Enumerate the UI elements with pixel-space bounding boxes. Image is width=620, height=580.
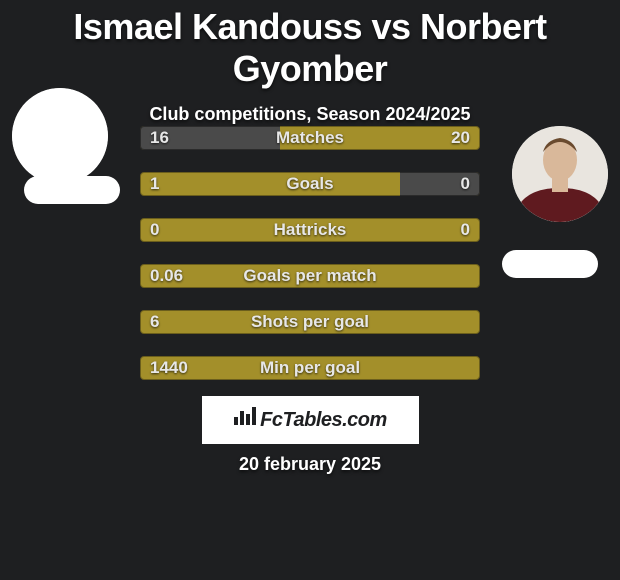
page-title: Ismael Kandouss vs Norbert Gyomber [0,0,620,90]
site-logo: FcTables.com [202,396,419,444]
bar-right-segment [400,172,480,196]
stat-row: Goals10 [140,172,480,196]
logo-bars-icon [234,395,256,443]
stat-row: Goals per match0.06 [140,264,480,288]
stat-row: Min per goal1440 [140,356,480,380]
stat-row: Matches1620 [140,126,480,150]
stat-row: Shots per goal6 [140,310,480,334]
player-name-pill-left [24,176,120,204]
player-avatar-right [512,126,608,222]
stat-row: Hattricks00 [140,218,480,242]
logo-text: FcTables.com [260,409,387,431]
player-avatar-left [12,88,108,184]
avatar-placeholder-icon [12,88,108,184]
stat-bars: Matches1620 Goals10 Hattricks00 Goals per m… [140,126,480,402]
player-name-pill-right [502,250,598,278]
date-label: 20 february 2025 [0,454,620,475]
bar-highlight [140,218,480,242]
bar-highlight [140,356,480,380]
bar-left-segment [140,126,280,150]
avatar-person-icon [512,126,608,222]
bar-highlight [140,264,480,288]
bar-highlight [140,310,480,334]
